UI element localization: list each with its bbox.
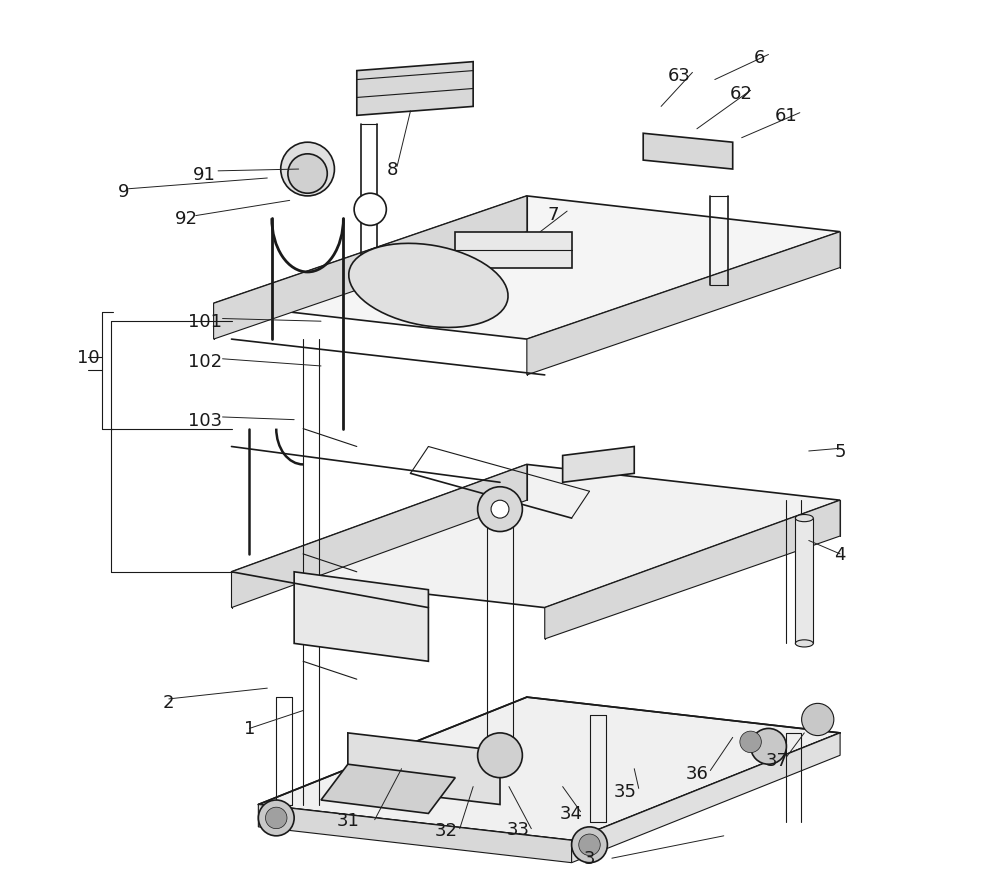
Ellipse shape	[795, 515, 813, 522]
Polygon shape	[232, 465, 840, 608]
Text: 10: 10	[77, 349, 100, 367]
Text: 6: 6	[754, 49, 765, 67]
Text: 3: 3	[584, 849, 595, 867]
Text: 4: 4	[834, 545, 846, 563]
Text: 36: 36	[685, 764, 708, 782]
Circle shape	[478, 487, 522, 532]
Polygon shape	[545, 501, 840, 639]
Circle shape	[751, 729, 786, 764]
Polygon shape	[527, 232, 840, 375]
Text: 2: 2	[163, 693, 175, 711]
Text: 33: 33	[506, 820, 529, 838]
Text: 32: 32	[435, 821, 458, 839]
Polygon shape	[258, 697, 840, 840]
Text: 35: 35	[614, 782, 637, 800]
Text: 91: 91	[193, 165, 216, 183]
Text: 92: 92	[175, 210, 198, 228]
Circle shape	[579, 834, 600, 856]
Polygon shape	[232, 465, 527, 608]
Text: 9: 9	[118, 183, 130, 201]
Polygon shape	[455, 232, 572, 268]
Polygon shape	[294, 572, 428, 662]
Circle shape	[288, 155, 327, 194]
Polygon shape	[795, 519, 813, 644]
Circle shape	[802, 704, 834, 736]
Polygon shape	[643, 134, 733, 170]
Text: 61: 61	[775, 107, 798, 125]
Polygon shape	[357, 63, 473, 116]
Text: 31: 31	[336, 811, 359, 829]
Polygon shape	[258, 805, 572, 863]
Text: 8: 8	[387, 161, 398, 179]
Text: 7: 7	[548, 206, 559, 224]
Circle shape	[266, 807, 287, 829]
Text: 101: 101	[188, 313, 222, 331]
Polygon shape	[321, 764, 455, 814]
Text: 37: 37	[766, 751, 789, 769]
Text: 1: 1	[244, 720, 255, 738]
Circle shape	[572, 827, 607, 863]
Polygon shape	[214, 197, 527, 340]
Ellipse shape	[795, 640, 813, 647]
Circle shape	[478, 733, 522, 778]
Circle shape	[740, 731, 761, 753]
Circle shape	[354, 194, 386, 226]
Circle shape	[281, 143, 334, 197]
Text: 102: 102	[188, 353, 222, 371]
Polygon shape	[214, 197, 840, 340]
Ellipse shape	[349, 244, 508, 328]
Polygon shape	[563, 447, 634, 483]
Circle shape	[258, 800, 294, 836]
Polygon shape	[572, 733, 840, 863]
Circle shape	[491, 501, 509, 519]
Text: 103: 103	[188, 411, 222, 429]
Text: 34: 34	[560, 805, 583, 822]
Polygon shape	[348, 733, 500, 805]
Text: 5: 5	[834, 443, 846, 460]
Text: 62: 62	[730, 85, 753, 103]
Text: 63: 63	[668, 67, 690, 85]
